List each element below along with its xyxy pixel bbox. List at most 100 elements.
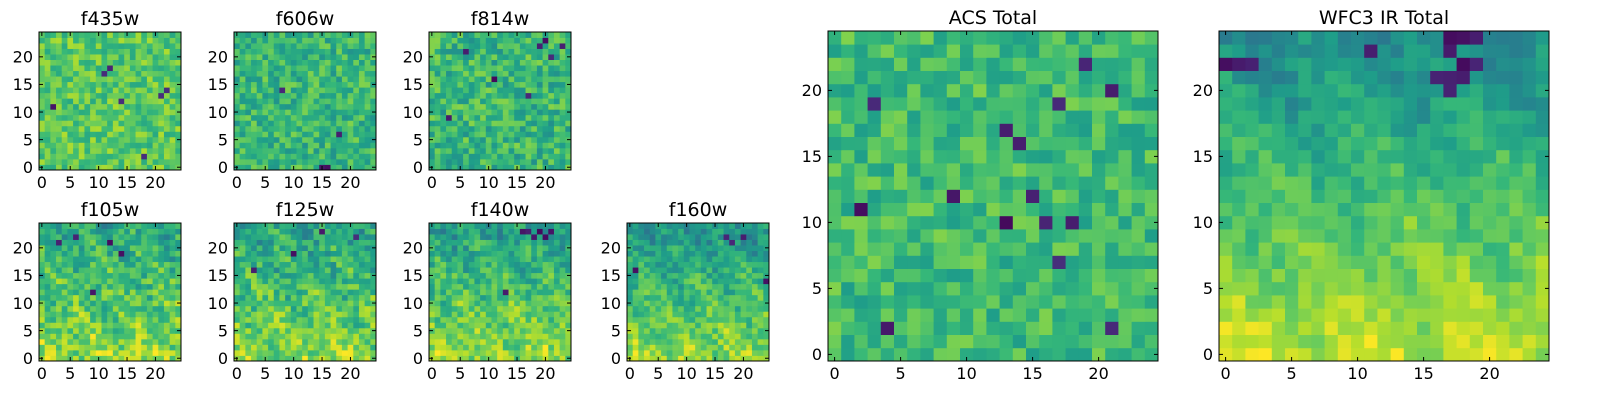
heatmap-cell: [273, 142, 280, 149]
heatmap-cell: [307, 294, 314, 301]
heatmap-cell: [118, 131, 125, 138]
heatmap-cell: [457, 267, 464, 274]
heatmap-cell: [525, 109, 532, 116]
heatmap-cell: [536, 76, 543, 83]
heatmap-cell: [129, 81, 136, 88]
heatmap-cell: [364, 43, 371, 49]
heatmap-cell: [1052, 176, 1066, 190]
heatmap-cell: [245, 322, 252, 329]
heatmap-cell: [107, 43, 114, 49]
heatmap-cell: [107, 228, 114, 235]
heatmap-cell: [273, 109, 280, 116]
heatmap-cell: [245, 245, 252, 251]
heatmap-cell: [695, 355, 702, 362]
heatmap-cell: [262, 158, 269, 165]
heatmap-cell: [302, 245, 309, 251]
heatmap-cell: [169, 103, 176, 110]
heatmap-cell: [273, 349, 280, 356]
heatmap-cell: [946, 295, 961, 309]
heatmap-cell: [324, 32, 331, 38]
heatmap-cell: [50, 65, 57, 72]
heatmap-cell: [95, 278, 102, 285]
heatmap-cell: [101, 70, 108, 77]
heatmap-cell: [107, 37, 114, 44]
heatmap-cell: [245, 338, 252, 345]
heatmap-cell: [468, 109, 475, 116]
heatmap-cell: [729, 333, 736, 340]
heatmap-cell: [678, 228, 685, 235]
heatmap-cell: [565, 344, 572, 351]
heatmap-cell: [336, 92, 343, 99]
heatmap-cell: [474, 103, 481, 110]
heatmap-cell: [655, 305, 662, 312]
heatmap-cell: [440, 76, 447, 83]
heatmap-cell: [302, 327, 309, 334]
heatmap-cell: [497, 103, 504, 110]
heatmap-cell: [757, 228, 764, 235]
heatmap-cell: [78, 32, 85, 38]
heatmap-cell: [502, 70, 509, 77]
heatmap-cell: [107, 338, 114, 345]
heatmap-cell: [341, 158, 348, 165]
heatmap-cell: [706, 355, 713, 362]
heatmap-cell: [468, 333, 475, 340]
heatmap-cell: [1078, 347, 1093, 362]
heatmap-cell: [279, 43, 286, 49]
heatmap-cell: [118, 256, 125, 263]
heatmap-cell: [279, 70, 286, 77]
heatmap-cell: [107, 239, 114, 246]
heatmap-cell: [95, 142, 102, 149]
heatmap-cell: [135, 300, 142, 307]
heatmap-cell: [632, 234, 639, 240]
heatmap-cell: [324, 311, 331, 318]
heatmap-cell: [118, 158, 125, 165]
heatmap-cell: [234, 228, 241, 235]
heatmap-cell: [491, 289, 498, 296]
heatmap-cell: [268, 32, 275, 38]
heatmap-cell: [56, 338, 63, 345]
heatmap-cell: [854, 255, 868, 269]
heatmap-cell: [497, 245, 504, 251]
heatmap-cell: [112, 239, 119, 246]
heatmap-cell: [319, 76, 326, 83]
heatmap-cell: [497, 32, 504, 38]
heatmap-cell: [358, 131, 366, 138]
heatmap-cell: [347, 92, 354, 99]
heatmap-cell: [152, 261, 159, 268]
heatmap-cell: [336, 278, 343, 285]
heatmap-cell: [644, 300, 651, 307]
heatmap-cell: [514, 305, 521, 312]
heatmap-cell: [251, 256, 258, 263]
heatmap-cell: [251, 65, 258, 72]
heatmap-cell: [112, 70, 119, 77]
heatmap-cell: [559, 65, 566, 72]
heatmap-cell: [319, 344, 326, 351]
heatmap-cell: [960, 229, 974, 243]
heatmap-cell: [124, 81, 131, 88]
heatmap-cell: [273, 327, 280, 334]
heatmap-cell: [712, 294, 719, 301]
heatmap-cell: [353, 153, 360, 160]
heatmap-cell: [67, 338, 74, 345]
heatmap-cell: [90, 158, 97, 165]
heatmap-cell: [358, 278, 366, 285]
heatmap-cell: [336, 294, 343, 301]
heatmap-cell: [446, 164, 453, 171]
heatmap-cell: [285, 153, 292, 160]
heatmap-cell: [933, 321, 948, 335]
heatmap-cell: [245, 327, 252, 334]
heatmap-cell: [307, 349, 314, 356]
heatmap-cell: [319, 250, 326, 257]
heatmap-cell: [73, 65, 80, 72]
heatmap-cell: [358, 234, 366, 240]
heatmap-cell: [285, 142, 292, 149]
heatmap-cell: [234, 114, 241, 121]
heatmap-cell: [364, 158, 371, 165]
heatmap-cell: [56, 87, 63, 94]
heatmap-cell: [536, 305, 543, 312]
heatmap-cell: [290, 131, 297, 138]
heatmap-cell: [251, 327, 258, 334]
heatmap-cell: [531, 338, 538, 345]
heatmap-cell: [502, 37, 509, 44]
heatmap-cell: [141, 239, 148, 246]
